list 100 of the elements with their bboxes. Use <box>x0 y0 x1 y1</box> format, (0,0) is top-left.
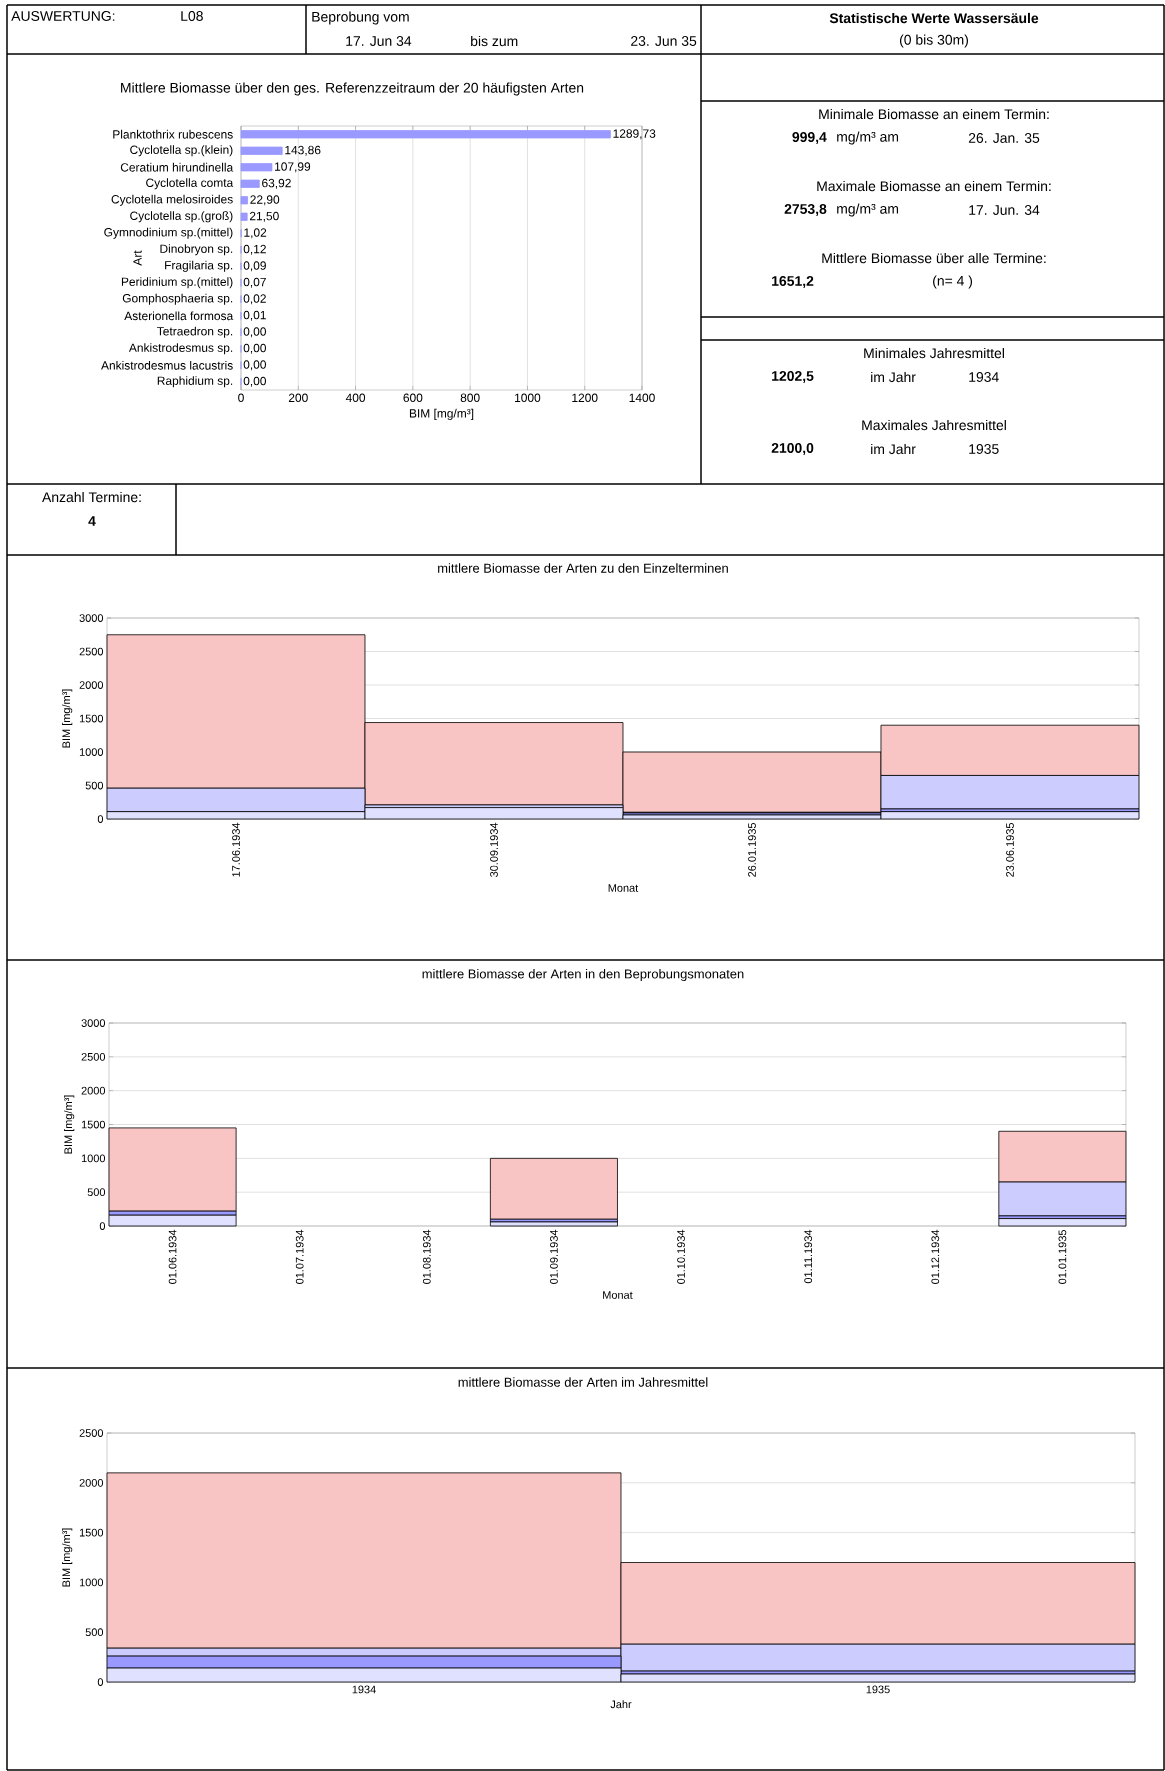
x-tick-label: 0 <box>238 393 244 402</box>
data-label: 0,01 <box>243 310 266 321</box>
data-label: 0,09 <box>243 261 266 272</box>
x-tick-label: 01.01.1935 <box>1058 1230 1067 1284</box>
x-tick-label: 01.06.1934 <box>168 1229 177 1284</box>
text: 1651,2 <box>772 276 814 288</box>
x-axis-title: Monat <box>603 1291 633 1299</box>
y-tick-label: 0 <box>99 1222 106 1230</box>
x-axis-title: BIM [mg/m³] <box>409 408 474 420</box>
x-tick-label: 01.08.1934 <box>422 1229 431 1284</box>
x-tick-label: 1400 <box>629 393 655 402</box>
y-tick-label: 2000 <box>81 1086 106 1095</box>
chart-title: mittlere Biomasse der Arten zu den Einzelterminen <box>438 563 728 573</box>
text: (n= 4 ) <box>933 275 973 289</box>
text: Beprobung vom <box>312 11 409 25</box>
x-tick-label: 01.10.1934 <box>677 1229 685 1284</box>
data-label: 1,02 <box>244 228 267 239</box>
data-label: 107,99 <box>275 162 311 173</box>
text: 1934 <box>969 372 999 382</box>
y-tick-label: 2000 <box>79 1478 104 1487</box>
text: 1935 <box>969 444 999 454</box>
chart-title: mittlere Biomasse der Arten im Jahresmittel <box>458 1377 708 1387</box>
x-tick-label: 1000 <box>515 393 541 402</box>
y-tick-label: 3000 <box>81 1019 106 1027</box>
data-label: 0,02 <box>243 294 266 305</box>
x-tick-label: 01.09.1934 <box>550 1229 558 1284</box>
data-label: 0,00 <box>243 327 266 338</box>
text: bis zum <box>471 35 518 47</box>
text: Anzahl Termine: <box>42 491 141 503</box>
y-tick-label: 1000 <box>81 1154 106 1163</box>
data-label: 21,50 <box>249 211 279 222</box>
y-tick-label: Tetraedron sp. <box>157 326 233 338</box>
text: Statistische Werte Wassersäule <box>829 12 1039 24</box>
chart-title: Mittlere Biomasse über den ges. Referenzzeitraum der 20 häufigsten Arten <box>121 82 584 96</box>
y-tick-label: Ceratium hirundinella <box>120 162 234 172</box>
text: im Jahr <box>871 371 916 383</box>
y-tick-label: Raphidium sp. <box>157 376 233 388</box>
y-tick-label: Ankistrodesmus sp. <box>128 343 233 355</box>
y-tick-label: 3000 <box>79 614 104 622</box>
y-axis-title: BIM [mg/m³] <box>62 689 73 748</box>
y-tick-label: 500 <box>85 1628 104 1637</box>
x-tick-label: 800 <box>460 393 480 402</box>
text: Maximales Jahresmittel <box>862 419 1006 431</box>
x-tick-label: 01.07.1934 <box>295 1229 304 1284</box>
chart-title: mittlere Biomasse der Arten in den Beprobungsmonaten <box>422 968 744 982</box>
y-tick-label: Gymnodinium sp.(mittel) <box>104 227 233 239</box>
x-tick-label: 30.09.1934 <box>490 822 498 877</box>
x-tick-label: 1200 <box>572 393 598 402</box>
y-tick-label: 1500 <box>81 1120 106 1129</box>
text: mg/m³ am <box>837 203 899 217</box>
x-tick-label: 200 <box>288 393 308 402</box>
y-tick-label: 1500 <box>79 1528 104 1537</box>
y-tick-label: Cyclotella melosiroides <box>111 194 233 206</box>
x-tick-label: 17.06.1934 <box>232 822 240 877</box>
y-axis-title: BIM [mg/m³] <box>62 1528 73 1587</box>
y-tick-label: 2000 <box>79 681 104 689</box>
y-tick-label: Dinobryon sp. <box>160 244 233 256</box>
text: Minimale Biomasse an einem Termin: <box>819 108 1049 120</box>
y-tick-label: 500 <box>87 1188 106 1197</box>
data-label: 22,90 <box>250 195 280 206</box>
y-tick-label: 1000 <box>79 1578 104 1587</box>
text: Mittlere Biomasse über alle Termine: <box>822 252 1046 264</box>
x-tick-label: 01.12.1934 <box>931 1229 940 1284</box>
y-tick-label: 1000 <box>79 748 104 756</box>
data-label: 0,07 <box>243 277 266 288</box>
text: Maximale Biomasse an einem Termin: <box>817 180 1051 192</box>
y-tick-label: Gomphosphaeria sp. <box>122 293 233 305</box>
y-tick-label: Asterionella formosa <box>124 311 234 321</box>
y-tick-label: Planktothrix rubescens <box>113 129 233 139</box>
y-tick-label: 0 <box>97 815 104 823</box>
y-tick-label: Peridinium sp.(mittel) <box>121 277 233 289</box>
x-tick-label: 400 <box>345 393 366 402</box>
y-tick-label: Cyclotella sp.(groß) <box>130 211 233 223</box>
x-tick-label: 23.06.1935 <box>1006 823 1014 877</box>
y-tick-label: Fragilaria sp. <box>165 260 233 272</box>
data-label: 63,92 <box>262 178 291 189</box>
y-tick-label: 1500 <box>79 714 104 723</box>
data-label: 1289,73 <box>613 129 656 140</box>
y-tick-label: 2500 <box>79 647 104 656</box>
text: 1202,5 <box>772 371 814 383</box>
text: Minimales Jahresmittel <box>864 347 1004 359</box>
text: 17. Jun 34 <box>346 36 412 46</box>
y-tick-label: 500 <box>85 781 104 790</box>
data-label: 0,00 <box>243 360 266 371</box>
data-label: 0,12 <box>243 244 266 255</box>
y-tick-label: Ankistrodesmus lacustris <box>101 360 233 370</box>
x-tick-label: 26.01.1935 <box>748 823 756 877</box>
text: AUSWERTUNG: <box>11 11 115 21</box>
text: L08 <box>181 11 203 21</box>
y-axis-title: BIM [mg/m³] <box>64 1095 75 1154</box>
y-tick-label: 2500 <box>79 1429 104 1437</box>
data-label: 143,86 <box>285 145 321 156</box>
text: 17. Jun. 34 <box>969 205 1040 215</box>
text: (0 bis 30m) <box>899 34 969 48</box>
y-tick-label: Cyclotella sp.(klein) <box>130 145 233 157</box>
text: 999,4 <box>792 132 827 144</box>
text: 23. Jun 35 <box>631 36 697 46</box>
x-axis-title: Jahr <box>610 1700 632 1709</box>
text: 26. Jan. 35 <box>968 133 1040 143</box>
data-label: 0,00 <box>243 343 266 354</box>
